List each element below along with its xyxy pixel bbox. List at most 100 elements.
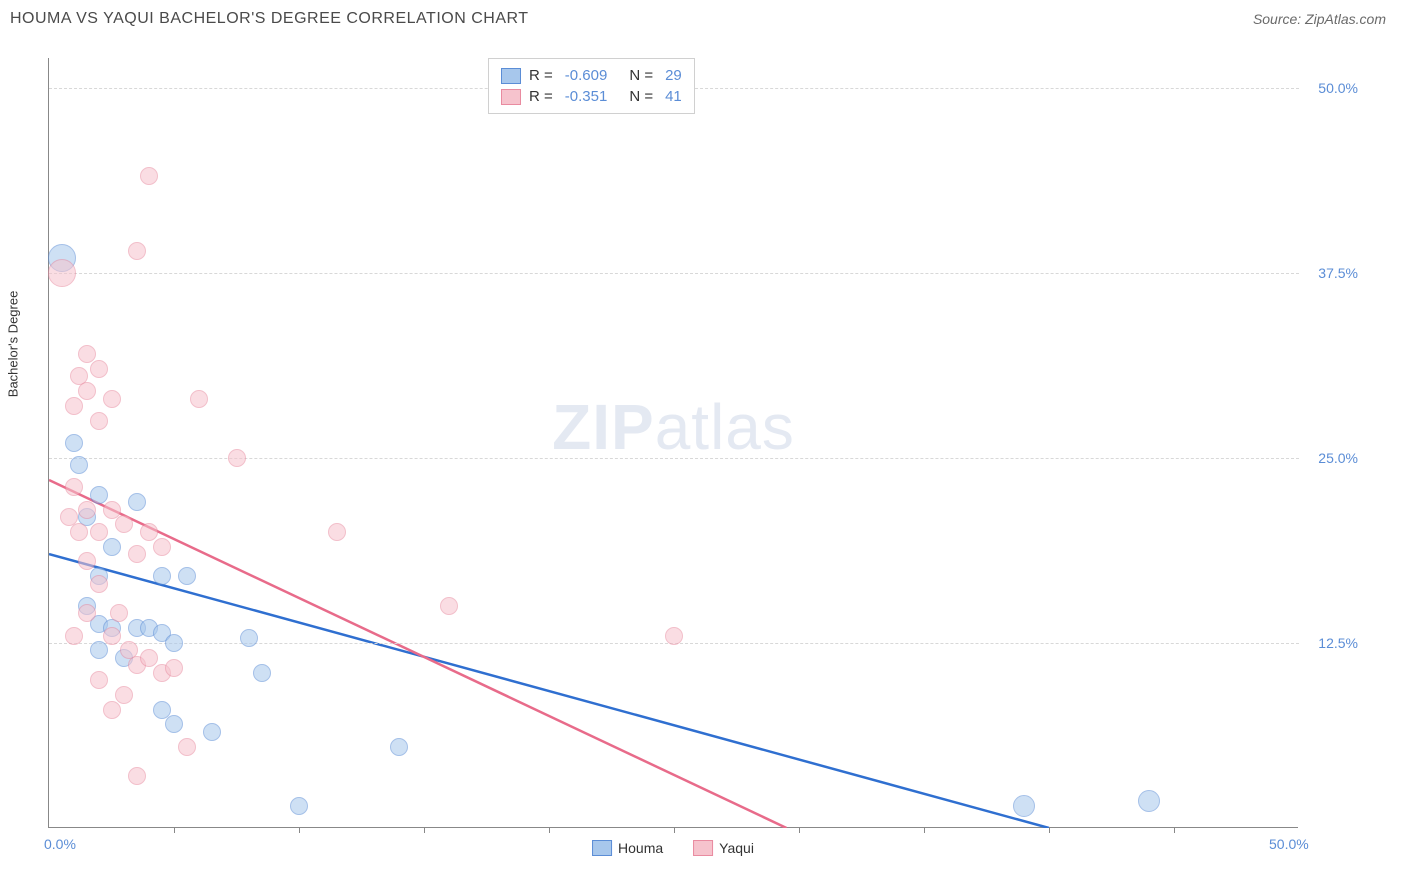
- y-axis-label: Bachelor's Degree: [6, 291, 21, 398]
- legend-swatch: [501, 68, 521, 84]
- data-point: [70, 456, 88, 474]
- data-point: [78, 382, 96, 400]
- legend-n-label: N =: [629, 67, 653, 84]
- data-point: [103, 501, 121, 519]
- data-point: [78, 501, 96, 519]
- data-point: [120, 641, 138, 659]
- data-point: [90, 360, 108, 378]
- data-point: [90, 671, 108, 689]
- data-point: [90, 486, 108, 504]
- bottom-legend: Houma Yaqui: [592, 840, 754, 856]
- data-point: [103, 538, 121, 556]
- data-point: [290, 797, 308, 815]
- chart-container: ZIPatlas 12.5%25.0%37.5%50.0%0.0%50.0% B…: [48, 58, 1298, 828]
- legend-n-value: 41: [665, 88, 682, 105]
- data-point: [115, 686, 133, 704]
- legend-stats-row: R = -0.351 N = 41: [501, 86, 682, 107]
- legend-stats-box: R = -0.609 N = 29 R = -0.351 N = 41: [488, 58, 695, 114]
- legend-r-value: -0.609: [565, 67, 608, 84]
- source-text: Source: ZipAtlas.com: [1253, 11, 1386, 27]
- bottom-legend-label: Yaqui: [719, 840, 754, 856]
- xtick: [1049, 827, 1050, 833]
- data-point: [1138, 790, 1160, 812]
- data-point: [140, 649, 158, 667]
- legend-stats-row: R = -0.609 N = 29: [501, 65, 682, 86]
- data-point: [90, 523, 108, 541]
- data-point: [253, 664, 271, 682]
- xtick: [799, 827, 800, 833]
- data-point: [440, 597, 458, 615]
- xtick: [424, 827, 425, 833]
- xtick: [299, 827, 300, 833]
- ytick-label: 12.5%: [1318, 635, 1358, 651]
- data-point: [65, 478, 83, 496]
- data-point: [70, 523, 88, 541]
- xtick: [1174, 827, 1175, 833]
- trend-line: [49, 554, 1049, 828]
- data-point: [203, 723, 221, 741]
- legend-swatch: [501, 89, 521, 105]
- trend-line: [49, 480, 787, 828]
- data-point: [128, 242, 146, 260]
- data-point: [65, 397, 83, 415]
- xtick: [549, 827, 550, 833]
- xtick: [924, 827, 925, 833]
- legend-r-label: R =: [529, 67, 553, 84]
- xtick-label: 50.0%: [1269, 836, 1309, 852]
- data-point: [240, 629, 258, 647]
- data-point: [65, 434, 83, 452]
- data-point: [140, 167, 158, 185]
- bottom-legend-label: Houma: [618, 840, 663, 856]
- data-point: [153, 701, 171, 719]
- data-point: [115, 515, 133, 533]
- ytick-label: 25.0%: [1318, 450, 1358, 466]
- data-point: [140, 523, 158, 541]
- data-point: [103, 390, 121, 408]
- data-point: [665, 627, 683, 645]
- data-point: [78, 552, 96, 570]
- data-point: [165, 715, 183, 733]
- xtick: [674, 827, 675, 833]
- data-point: [390, 738, 408, 756]
- trend-lines-svg: [49, 58, 1299, 828]
- legend-swatch: [693, 840, 713, 856]
- data-point: [90, 641, 108, 659]
- ytick-label: 37.5%: [1318, 265, 1358, 281]
- data-point: [328, 523, 346, 541]
- legend-r-label: R =: [529, 88, 553, 105]
- data-point: [178, 738, 196, 756]
- data-point: [153, 538, 171, 556]
- data-point: [103, 627, 121, 645]
- data-point: [60, 508, 78, 526]
- data-point: [103, 701, 121, 719]
- data-point: [65, 627, 83, 645]
- data-point: [153, 567, 171, 585]
- bottom-legend-item: Yaqui: [693, 840, 754, 856]
- watermark-atlas: atlas: [655, 391, 795, 463]
- legend-swatch: [592, 840, 612, 856]
- data-point: [190, 390, 208, 408]
- watermark: ZIPatlas: [552, 390, 795, 464]
- header: HOUMA VS YAQUI BACHELOR'S DEGREE CORRELA…: [0, 0, 1406, 33]
- data-point: [178, 567, 196, 585]
- data-point: [128, 493, 146, 511]
- data-point: [90, 575, 108, 593]
- xtick-label: 0.0%: [44, 836, 76, 852]
- data-point: [90, 412, 108, 430]
- watermark-zip: ZIP: [552, 391, 655, 463]
- bottom-legend-item: Houma: [592, 840, 663, 856]
- data-point: [228, 449, 246, 467]
- data-point: [128, 545, 146, 563]
- legend-r-value: -0.351: [565, 88, 608, 105]
- plot-area: ZIPatlas 12.5%25.0%37.5%50.0%0.0%50.0%: [48, 58, 1298, 828]
- data-point: [165, 659, 183, 677]
- data-point: [1013, 795, 1035, 817]
- legend-n-value: 29: [665, 67, 682, 84]
- data-point: [128, 767, 146, 785]
- chart-title: HOUMA VS YAQUI BACHELOR'S DEGREE CORRELA…: [10, 10, 529, 28]
- data-point: [78, 604, 96, 622]
- legend-n-label: N =: [629, 88, 653, 105]
- gridline: [49, 273, 1299, 274]
- data-point: [110, 604, 128, 622]
- ytick-label: 50.0%: [1318, 80, 1358, 96]
